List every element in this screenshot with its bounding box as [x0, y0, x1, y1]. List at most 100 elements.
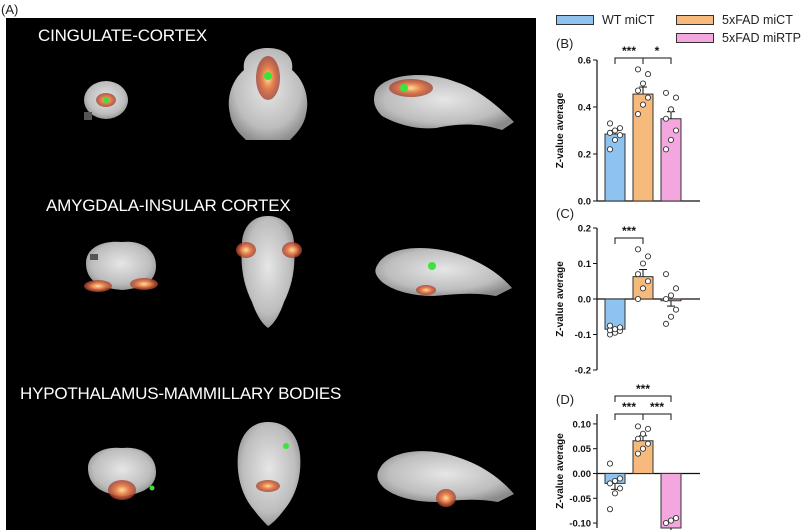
data-point — [667, 106, 675, 113]
significance-label: *** — [636, 382, 650, 396]
bar — [604, 133, 626, 202]
data-point — [672, 306, 680, 313]
y-tick-label: 0.4 — [578, 103, 592, 114]
y-axis-label: Z-value average — [555, 92, 566, 168]
bar — [632, 93, 654, 202]
legend-swatch-5xfad-mict — [676, 15, 714, 25]
brain-images-panel: CINGULATE-CORTEX AMYGDALA-INSULAR CORTEX… — [6, 18, 536, 530]
bar — [632, 440, 654, 474]
legend-item-wt: WT miCT — [556, 13, 655, 27]
legend-swatch-5xfad-mirtp801 — [676, 33, 714, 43]
significance-bracket — [642, 413, 672, 420]
significance-label: *** — [622, 400, 636, 414]
y-tick-label: 0.0 — [578, 197, 591, 208]
bar — [632, 276, 654, 300]
y-tick-label: 0.2 — [578, 224, 591, 235]
y-axis-label: Z-value average — [555, 261, 566, 337]
data-point — [639, 285, 647, 292]
bar — [604, 472, 626, 484]
y-tick-label: -0.1 — [575, 330, 592, 341]
data-point — [662, 115, 670, 122]
brain-scan-coronal-2 — [84, 241, 158, 292]
brain-scan-axial-1 — [228, 48, 308, 140]
data-point — [672, 285, 680, 292]
brain-scan-sagittal-1 — [374, 75, 514, 130]
data-point — [667, 292, 675, 299]
data-point — [606, 129, 614, 136]
data-point — [639, 430, 647, 437]
data-point — [611, 127, 619, 134]
data-point — [662, 295, 670, 303]
brain-scan-coronal-1 — [84, 81, 128, 120]
data-point — [616, 132, 624, 139]
data-point — [662, 320, 670, 327]
data-point — [667, 313, 675, 320]
legend-item-5xfad-mirtp801: 5xFAD miRTP801 — [676, 31, 801, 45]
significance-label: *** — [650, 400, 664, 414]
y-axis-label: Z-value average — [555, 433, 566, 509]
data-point — [662, 89, 670, 96]
data-point — [606, 327, 614, 334]
y-tick-label: 0.1 — [578, 259, 592, 270]
significance-label: *** — [622, 224, 636, 238]
chart-panel-b: (B)0.00.20.40.6Z-value average*** * — [555, 36, 700, 208]
data-point — [616, 327, 624, 335]
data-point — [611, 490, 619, 497]
data-point — [606, 480, 614, 487]
data-point — [606, 322, 614, 329]
brain-scan-axial-3 — [237, 422, 301, 526]
region-title-hypothalamus: HYPOTHALAMUS-MAMMILLARY BODIES — [20, 384, 342, 403]
y-tick-label: 0.0 — [578, 295, 591, 306]
brain-scan-sagittal-2 — [375, 248, 512, 296]
bar — [660, 472, 682, 529]
legend-label-5xfad-mirtp801: 5xFAD miRTP801 — [722, 31, 801, 45]
panel-label: (C) — [556, 206, 574, 221]
data-point — [672, 127, 680, 134]
y-tick-label: -0.2 — [575, 366, 591, 377]
y-tick-label: 0.2 — [578, 150, 591, 161]
region-title-amygdala: AMYGDALA-INSULAR CORTEX — [46, 196, 291, 215]
data-point — [639, 80, 647, 87]
data-point — [662, 519, 670, 527]
data-point — [616, 125, 624, 132]
data-point — [639, 445, 647, 452]
brain-scan-axial-2 — [236, 216, 302, 328]
data-point — [616, 485, 624, 492]
data-point — [606, 460, 614, 467]
bar — [660, 298, 682, 302]
chart-panel-d: (D) -0.10 -0.05 0.00 0.05 0.10 Z-value average… — [555, 382, 700, 530]
data-point — [634, 295, 642, 303]
data-point — [634, 111, 642, 118]
legend-label-5xfad-mict: 5xFAD miCT — [722, 13, 793, 27]
data-point — [611, 329, 619, 336]
brain-scan-coronal-3 — [88, 447, 156, 500]
panel-a-label: (A) — [1, 2, 19, 17]
data-point — [667, 136, 675, 143]
data-point — [611, 477, 619, 484]
legend-label-wt: WT miCT — [602, 13, 655, 27]
data-point — [672, 94, 680, 101]
legend-swatch-wt — [556, 15, 594, 25]
data-point — [644, 94, 652, 101]
data-point — [606, 120, 614, 127]
data-point — [644, 425, 652, 432]
data-point — [644, 278, 652, 285]
significance-bracket — [614, 413, 644, 420]
bar — [604, 298, 626, 330]
y-tick-label: -0.10 — [569, 519, 591, 530]
data-point — [634, 423, 642, 430]
significance-bracket — [614, 395, 672, 402]
region-title-cingulate: CINGULATE-CORTEX — [38, 26, 208, 45]
data-point — [662, 271, 670, 278]
data-point — [606, 506, 614, 513]
data-point — [644, 253, 652, 260]
y-tick-label: 0.10 — [573, 419, 592, 430]
data-point — [639, 101, 647, 108]
data-point — [634, 66, 642, 73]
data-point — [606, 146, 614, 153]
legend-item-5xfad-mict: 5xFAD miCT — [676, 13, 793, 27]
chart-panel-c: (C) -0.2 -0.1 0.0 0.1 0.2 Z-value average *** — [555, 206, 700, 377]
y-tick-label: 0.00 — [573, 469, 592, 480]
significance-bracket — [614, 237, 644, 244]
data-point — [634, 87, 642, 94]
